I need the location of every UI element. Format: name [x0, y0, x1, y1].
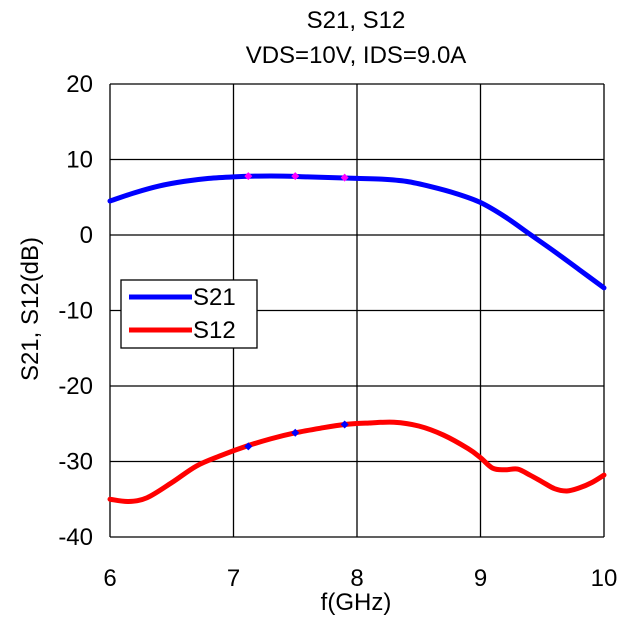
legend-label-s12: S12: [193, 317, 236, 344]
x-tick-label: 10: [591, 565, 618, 592]
legend-box: [120, 279, 258, 349]
marker-s12: [244, 442, 253, 451]
marker-s12: [340, 420, 349, 429]
chart-subtitle: VDS=10V, IDS=9.0A: [246, 42, 467, 69]
y-tick-label: 10: [66, 147, 93, 174]
series-layer: [107, 172, 607, 505]
ticks: 6 7 8 9 10 -40 -30 -20 -10 0 10 20: [58, 71, 617, 592]
y-tick-label: 0: [80, 222, 93, 249]
y-tick-label: -20: [58, 373, 93, 400]
y-tick-label: -30: [58, 449, 93, 476]
x-tick-label: 8: [350, 565, 363, 592]
x-axis-label: f(GHz): [321, 589, 392, 616]
y-axis-label: S21, S12(dB): [17, 237, 44, 381]
x-tick-label: 6: [103, 565, 116, 592]
y-tick-label: 20: [66, 71, 93, 98]
x-tick-label: 7: [227, 565, 240, 592]
series-line-s12: [107, 419, 607, 505]
series-line-s21: [107, 173, 607, 291]
y-tick-label: -10: [58, 298, 93, 325]
marker-s21: [340, 173, 349, 182]
legend-label-s21: S21: [193, 284, 236, 311]
marker-s12: [291, 428, 300, 437]
grid: [109, 83, 605, 538]
chart-title: S21, S12: [307, 7, 406, 34]
y-tick-label: -40: [58, 524, 93, 551]
x-tick-label: 9: [474, 565, 487, 592]
marker-s21: [291, 172, 300, 181]
marker-s21: [244, 172, 253, 181]
